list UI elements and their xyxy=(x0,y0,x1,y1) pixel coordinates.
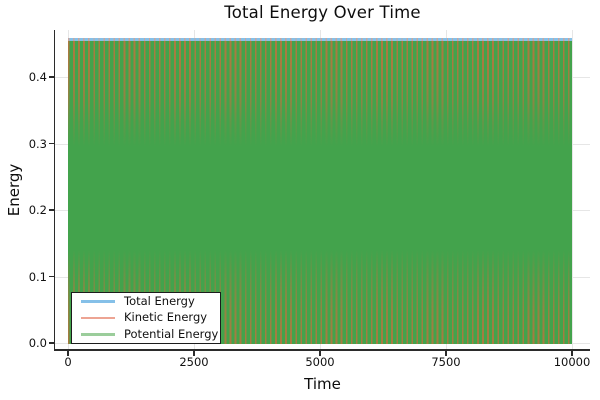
legend-entry: Potential Energy xyxy=(81,327,220,342)
x-tick-label: 2500 xyxy=(179,355,209,369)
y-axis-spine xyxy=(54,30,56,350)
x-tick-mark xyxy=(445,350,447,356)
x-axis-spine xyxy=(54,349,590,351)
legend-label: Potential Energy xyxy=(124,326,219,341)
y-tick-mark xyxy=(49,76,55,78)
legend-label: Total Energy xyxy=(124,294,195,308)
legend-entry: Kinetic Energy xyxy=(81,311,220,326)
y-tick-mark xyxy=(49,342,55,344)
y-tick-label: 0.2 xyxy=(28,203,47,217)
y-tick-mark xyxy=(49,142,55,145)
legend: Total Energy Kinetic Energy Potential Ener… xyxy=(71,292,221,344)
x-tick-mark xyxy=(319,350,321,356)
legend-label: Kinetic Energy xyxy=(124,310,208,325)
x-tick-label: 7500 xyxy=(431,355,461,369)
y-tick-label: 0.0 xyxy=(28,336,47,350)
y-tick-label: 0.3 xyxy=(28,136,47,151)
total-energy-series xyxy=(68,38,572,41)
x-axis-label: Time xyxy=(304,375,341,393)
legend-entry: Total Energy xyxy=(81,294,220,309)
legend-key-line xyxy=(81,316,115,320)
x-tick-label: 5000 xyxy=(305,355,335,369)
x-tick-mark xyxy=(571,350,573,356)
y-tick-mark xyxy=(49,275,55,278)
gridline-vertical xyxy=(572,30,573,350)
y-tick-mark xyxy=(49,209,55,211)
x-tick-mark xyxy=(193,350,195,356)
legend-key-line xyxy=(81,300,115,304)
x-tick-label: 10000 xyxy=(553,355,591,369)
x-tick-mark xyxy=(67,350,69,356)
y-tick-label: 0.1 xyxy=(28,269,47,284)
x-tick-label: 0 xyxy=(64,355,72,369)
y-tick-label: 0.4 xyxy=(28,70,47,84)
chart-title: Total Energy Over Time xyxy=(224,3,421,22)
legend-key-line xyxy=(81,332,115,336)
